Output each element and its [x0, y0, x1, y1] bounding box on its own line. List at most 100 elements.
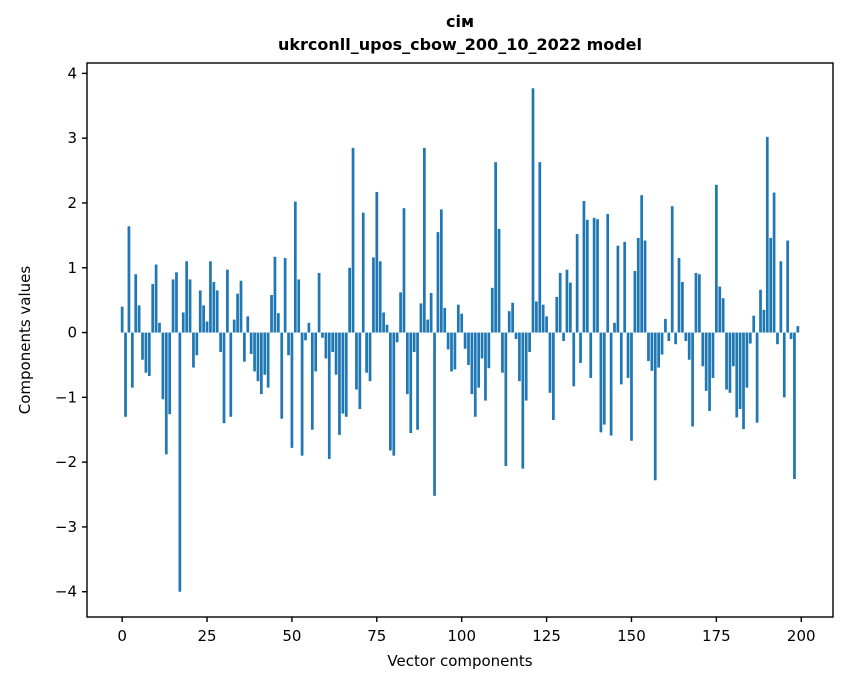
bar: [276, 313, 280, 333]
bar: [351, 147, 355, 333]
bar: [164, 332, 168, 455]
bar: [385, 324, 389, 333]
bar: [409, 332, 413, 433]
bar: [582, 201, 586, 333]
bar: [222, 332, 226, 424]
y-tick-label: −4: [55, 583, 77, 601]
bar: [147, 332, 151, 376]
x-tick-label: 25: [197, 627, 216, 645]
bar: [562, 332, 565, 341]
bar: [436, 232, 440, 333]
y-tick-label: 1: [67, 259, 77, 277]
bar: [514, 332, 518, 340]
bar: [134, 274, 138, 333]
bar: [232, 319, 236, 333]
bar: [647, 332, 650, 362]
bar: [205, 321, 209, 333]
bar: [538, 162, 542, 333]
bar: [782, 332, 786, 398]
bar: [786, 240, 790, 333]
bar: [253, 332, 256, 372]
bar: [327, 332, 331, 459]
bar: [263, 332, 267, 375]
bar: [650, 332, 654, 371]
bar: [389, 332, 392, 451]
bar: [365, 332, 368, 373]
bar: [460, 313, 464, 333]
bar: [439, 209, 443, 333]
bar: [280, 332, 284, 419]
bar: [555, 296, 559, 333]
bar: [229, 332, 233, 417]
bar: [297, 279, 301, 333]
bar: [344, 332, 348, 417]
bar: [188, 279, 192, 333]
bar: [334, 332, 338, 375]
bar: [293, 201, 297, 333]
bar: [307, 322, 311, 333]
bar: [742, 332, 745, 430]
bar: [338, 332, 341, 435]
bar: [433, 332, 436, 496]
ticks-group: 0 25 50 75 100 125 150 175 200 −4 −3 −2 −1 0 1 2 3 4: [55, 64, 816, 645]
bar: [419, 303, 423, 333]
x-tick-label: 0: [117, 627, 127, 645]
bar: [243, 332, 246, 362]
bar: [748, 332, 752, 344]
bar: [158, 322, 161, 333]
bar: [701, 332, 705, 367]
bar: [585, 219, 589, 333]
x-tick-label: 50: [282, 627, 301, 645]
bar: [358, 332, 362, 410]
bar: [664, 318, 667, 333]
bar: [579, 332, 582, 363]
bar: [331, 332, 335, 352]
bar: [667, 332, 671, 341]
bar: [698, 274, 701, 333]
bar: [290, 332, 294, 448]
bar: [616, 245, 620, 333]
bar: [144, 332, 148, 373]
bar: [687, 332, 691, 360]
bar: [630, 332, 633, 441]
bar: [480, 332, 484, 359]
bar: [443, 307, 447, 333]
bar: [681, 282, 684, 333]
bar: [636, 237, 640, 333]
bar: [548, 332, 552, 393]
bar: [192, 332, 195, 368]
bar: [406, 332, 409, 395]
bar: [762, 309, 766, 333]
bar: [467, 332, 470, 365]
bar: [490, 287, 494, 333]
bar: [120, 306, 124, 333]
chart-title-model: ukrconll_upos_cbow_200_10_2022 model: [278, 35, 642, 54]
bar: [793, 332, 796, 479]
bar: [300, 332, 304, 456]
bar: [596, 219, 599, 333]
bar: [715, 184, 718, 333]
bar: [382, 312, 385, 333]
bar: [361, 212, 365, 333]
bar: [402, 208, 406, 333]
bar: [470, 332, 474, 395]
bar: [317, 272, 321, 333]
bar: [130, 332, 134, 388]
bar: [752, 315, 756, 333]
bar: [378, 261, 382, 333]
bar: [304, 332, 307, 341]
bar: [198, 290, 202, 333]
bar: [212, 282, 216, 333]
x-tick-label: 175: [702, 627, 731, 645]
bar: [497, 228, 501, 333]
bar: [314, 332, 318, 372]
bar: [392, 332, 396, 456]
bar: [372, 257, 375, 333]
bar: [429, 293, 433, 333]
bar: [755, 332, 759, 423]
bar: [310, 332, 314, 430]
bar: [195, 332, 199, 356]
